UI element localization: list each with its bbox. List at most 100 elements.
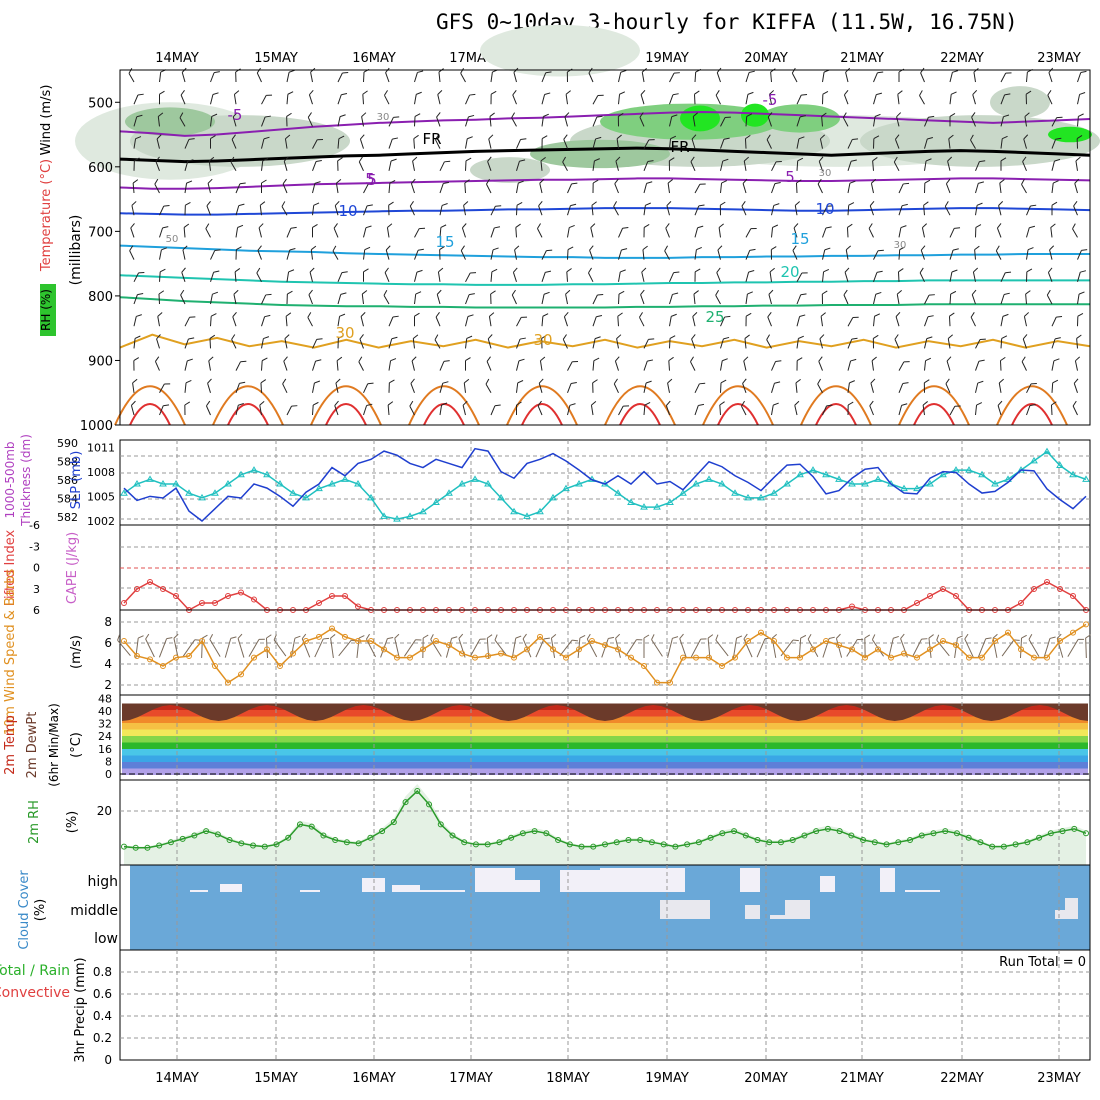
wind-barb: [1076, 135, 1083, 149]
wind-barb: [261, 94, 273, 105]
wind-barb: [971, 289, 977, 305]
wind-barb: [617, 112, 624, 127]
wind-barb: [436, 112, 441, 127]
lifted-index-line-point: [316, 600, 322, 606]
lifted-index-line-point: [953, 593, 959, 599]
wind-barb: [207, 378, 212, 393]
wind-barb: [1025, 90, 1032, 105]
wind-barb: [924, 357, 932, 371]
date-tick-top: 16MAY: [352, 51, 396, 66]
thickness-line-point: [939, 470, 947, 478]
thickness-line-point: [289, 489, 297, 496]
wind-barb: [567, 403, 576, 416]
wind-barb: [999, 356, 1006, 371]
wind-speed-line-point: [810, 646, 816, 653]
surface-wind-barb: [715, 634, 729, 657]
wind-barb: [563, 134, 568, 149]
wind-barb: [791, 67, 798, 83]
date-tick-bottom: 23MAY: [1037, 1071, 1081, 1086]
wind-barb: [796, 314, 806, 327]
wind-barb: [439, 402, 448, 416]
ylabel-cape: CAPE (J/kg): [65, 532, 80, 604]
wind-barb: [386, 223, 393, 238]
cloud-middle: [1065, 898, 1078, 919]
wind-barb: [949, 70, 959, 83]
wind-barb: [537, 223, 543, 238]
ylabel-slp: SLP (mb): [69, 451, 84, 510]
thickness-line-point: [900, 484, 908, 492]
wind-barb: [159, 226, 169, 238]
temp-color-band: [122, 742, 1088, 749]
wind-barb: [919, 90, 925, 105]
wind-barb: [822, 226, 832, 238]
isotherm-35: [898, 385, 970, 426]
wind-barb: [715, 289, 721, 305]
wind-barb: [210, 113, 218, 127]
wind-barb: [235, 182, 246, 194]
wind-speed-line-point: [472, 654, 478, 661]
wind-barb: [745, 291, 753, 305]
wind-barb: [184, 159, 194, 171]
wind-barb: [383, 289, 390, 305]
wind-barb: [847, 337, 858, 349]
rh-line-point: [813, 828, 820, 835]
contour-label: 5: [367, 171, 377, 189]
wind-barb: [873, 135, 880, 149]
wind-barb: [767, 112, 773, 127]
date-tick-bottom: 20MAY: [744, 1071, 788, 1086]
wind-barb: [159, 90, 165, 105]
rh-line-point: [1047, 830, 1054, 837]
wind-barb: [819, 134, 826, 149]
rh-line-point: [531, 828, 538, 835]
cloud-level-low: low: [94, 931, 118, 947]
surface-wind-barb: [977, 637, 992, 658]
wind-barb: [720, 336, 730, 349]
wind-barb: [920, 245, 926, 260]
wind-speed-line-point: [381, 646, 387, 653]
wind-barb: [333, 223, 339, 238]
wind-barb: [897, 90, 903, 105]
wind-barb: [465, 293, 475, 305]
wind-barb: [669, 72, 680, 83]
wind-barb: [822, 90, 829, 105]
wind-barb: [539, 356, 546, 371]
surface-wind-barb: [486, 634, 493, 659]
wind-barb: [159, 69, 167, 83]
rh-shading: [125, 107, 215, 136]
thickness-line-point: [445, 489, 453, 496]
wind-barb: [949, 405, 961, 416]
wind-barb: [411, 356, 417, 371]
wind-barb: [1026, 225, 1036, 238]
lifted-index-line-point: [1031, 586, 1037, 592]
wind-barb: [332, 245, 339, 260]
wind-barb: [592, 115, 603, 127]
cloud-high: [600, 868, 685, 892]
wind-barb: [210, 313, 217, 327]
wind-barb: [694, 204, 705, 216]
wind-barb: [567, 224, 575, 238]
wind-speed-line-point: [654, 679, 660, 686]
temp-color-band: [122, 749, 1088, 756]
wind-barb: [516, 316, 528, 327]
rh-line-point: [1036, 834, 1043, 841]
wind-barb: [690, 356, 696, 371]
wind-barb: [796, 115, 806, 127]
wind-barb: [745, 227, 757, 238]
wind-speed-line-point: [771, 638, 777, 644]
isotherm-40: [129, 403, 171, 426]
surface-wind-barb: [780, 639, 799, 657]
wind-barb: [464, 179, 470, 194]
wind-barb: [1077, 70, 1087, 83]
wind-barb: [515, 223, 521, 238]
wind-barb: [154, 356, 160, 371]
wind-barb: [565, 289, 571, 305]
wind-speed-line-point: [212, 663, 218, 669]
surface-wind-barb: [667, 636, 679, 658]
wind-speed-line-point: [459, 650, 465, 657]
wind-speed-line-point: [264, 646, 270, 653]
wind-barb: [745, 70, 755, 83]
wind-barb: [694, 246, 702, 260]
rh-color-key: [40, 284, 56, 336]
wind-barb: [996, 223, 1002, 238]
wind-barb: [817, 378, 823, 394]
